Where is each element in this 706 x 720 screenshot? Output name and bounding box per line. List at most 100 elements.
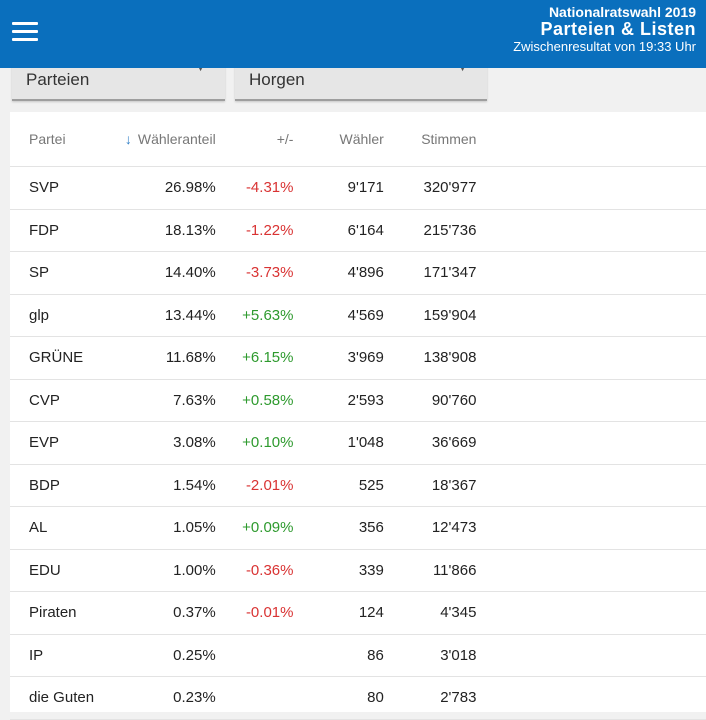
voters-cell: 3'969 (301, 336, 392, 380)
table-row[interactable]: FDP 18.13% -1.22% 6'164 215'736 (10, 209, 706, 252)
voters-cell: 9'171 (301, 166, 392, 210)
results-panel: Partei ↓ Wähleranteil +/- Wähler Stimmen … (10, 112, 706, 720)
voters-cell: 1'048 (301, 421, 392, 465)
share-cell: 26.98% (112, 166, 224, 210)
share-cell: 0.37% (112, 591, 224, 635)
table-row[interactable]: EDU 1.00% -0.36% 339 11'866 (10, 549, 706, 592)
votes-cell: 159'904 (391, 294, 485, 337)
votes-cell: 11'866 (391, 549, 485, 592)
table-row[interactable]: EVP 3.08% +0.10% 1'048 36'669 (10, 421, 706, 465)
votes-cell: 2'783 (391, 676, 485, 720)
party-cell: EVP (10, 421, 113, 465)
table-row[interactable]: IP 0.25% 86 3'018 (10, 634, 706, 677)
row-filler (484, 549, 706, 592)
voters-cell: 525 (301, 464, 392, 507)
table-row[interactable]: die Guten 0.23% 80 2'783 (10, 676, 706, 720)
share-cell: 7.63% (112, 379, 224, 422)
chevron-down-icon: ▼ (196, 63, 205, 73)
party-cell: EDU (10, 549, 113, 592)
share-cell: 0.23% (112, 676, 224, 720)
share-cell: 0.25% (112, 634, 224, 677)
table-header-filler (484, 112, 706, 167)
party-cell: glp (10, 294, 113, 337)
row-filler (484, 421, 706, 465)
votes-cell: 12'473 (391, 506, 485, 550)
voters-cell: 124 (301, 591, 392, 635)
row-filler (484, 209, 706, 252)
app-header: Nationalratswahl 2019 Parteien & Listen … (0, 0, 706, 68)
table-row[interactable]: AL 1.05% +0.09% 356 12'473 (10, 506, 706, 550)
diff-cell (223, 676, 302, 720)
row-filler (484, 379, 706, 422)
column-header-party[interactable]: Partei (10, 112, 113, 167)
party-cell: GRÜNE (10, 336, 113, 380)
page-title: Parteien & Listen (540, 19, 696, 40)
votes-cell: 18'367 (391, 464, 485, 507)
row-filler (484, 676, 706, 720)
row-filler (484, 464, 706, 507)
share-cell: 13.44% (112, 294, 224, 337)
party-cell: SVP (10, 166, 113, 210)
diff-cell: +0.58% (223, 379, 302, 422)
results-table: Partei ↓ Wähleranteil +/- Wähler Stimmen … (10, 112, 706, 720)
column-header-diff[interactable]: +/- (223, 112, 302, 167)
votes-cell: 3'018 (391, 634, 485, 677)
column-header-share[interactable]: ↓ Wähleranteil (112, 112, 224, 167)
voters-cell: 6'164 (301, 209, 392, 252)
chevron-down-icon: ▼ (458, 63, 467, 73)
row-filler (484, 336, 706, 380)
votes-cell: 4'345 (391, 591, 485, 635)
table-row[interactable]: BDP 1.54% -2.01% 525 18'367 (10, 464, 706, 507)
region-select-value: Horgen (249, 70, 305, 89)
table-row[interactable]: SP 14.40% -3.73% 4'896 171'347 (10, 251, 706, 295)
election-title: Nationalratswahl 2019 (548, 4, 696, 20)
table-row[interactable]: CVP 7.63% +0.58% 2'593 90'760 (10, 379, 706, 422)
share-cell: 1.54% (112, 464, 224, 507)
votes-cell: 215'736 (391, 209, 485, 252)
diff-cell: -4.31% (223, 166, 302, 210)
party-cell: IP (10, 634, 113, 677)
table-row[interactable]: Piraten 0.37% -0.01% 124 4'345 (10, 591, 706, 635)
header-titles: Nationalratswahl 2019 Parteien & Listen … (513, 4, 696, 54)
voters-cell: 339 (301, 549, 392, 592)
voters-cell: 2'593 (301, 379, 392, 422)
votes-cell: 36'669 (391, 421, 485, 465)
party-cell: AL (10, 506, 113, 550)
voters-cell: 356 (301, 506, 392, 550)
votes-cell: 90'760 (391, 379, 485, 422)
row-filler (484, 634, 706, 677)
column-header-share-label: Wähleranteil (137, 131, 216, 147)
votes-cell: 171'347 (391, 251, 485, 295)
diff-cell: -3.73% (223, 251, 302, 295)
diff-cell: -2.01% (223, 464, 302, 507)
share-cell: 1.00% (112, 549, 224, 592)
table-row[interactable]: glp 13.44% +5.63% 4'569 159'904 (10, 294, 706, 337)
party-cell: BDP (10, 464, 113, 507)
column-header-voters[interactable]: Wähler (301, 112, 392, 167)
voters-cell: 4'569 (301, 294, 392, 337)
row-filler (484, 251, 706, 295)
diff-cell: +0.09% (223, 506, 302, 550)
diff-cell: -0.36% (223, 549, 302, 592)
row-filler (484, 166, 706, 210)
row-filler (484, 506, 706, 550)
row-filler (484, 591, 706, 635)
diff-cell: +0.10% (223, 421, 302, 465)
share-cell: 3.08% (112, 421, 224, 465)
hamburger-menu-icon[interactable] (12, 22, 38, 44)
share-cell: 11.68% (112, 336, 224, 380)
share-cell: 1.05% (112, 506, 224, 550)
diff-cell: -0.01% (223, 591, 302, 635)
party-cell: SP (10, 251, 113, 295)
diff-cell: -1.22% (223, 209, 302, 252)
table-row[interactable]: GRÜNE 11.68% +6.15% 3'969 138'908 (10, 336, 706, 380)
party-cell: CVP (10, 379, 113, 422)
party-cell: Piraten (10, 591, 113, 635)
votes-cell: 320'977 (391, 166, 485, 210)
diff-cell: +5.63% (223, 294, 302, 337)
party-cell: die Guten (10, 676, 113, 720)
column-header-votes[interactable]: Stimmen (391, 112, 485, 167)
sort-arrow-down-icon: ↓ (124, 131, 132, 147)
share-cell: 14.40% (112, 251, 224, 295)
table-row[interactable]: SVP 26.98% -4.31% 9'171 320'977 (10, 166, 706, 210)
